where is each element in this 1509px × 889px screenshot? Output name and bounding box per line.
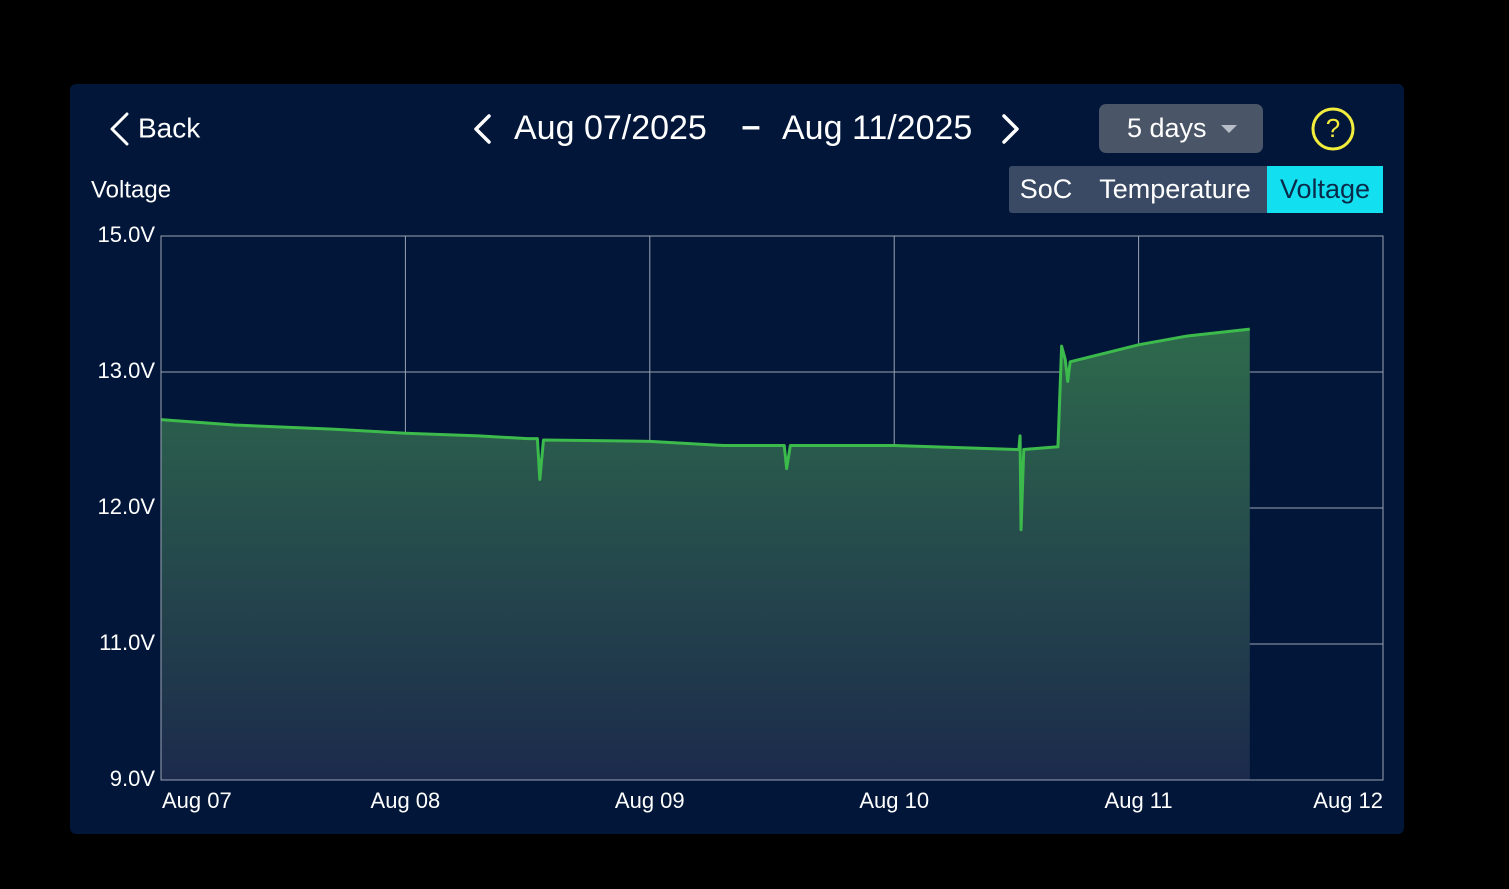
prev-button[interactable] (474, 114, 491, 144)
x-tick-label: Aug 10 (859, 788, 929, 813)
x-tick-label: Aug 09 (615, 788, 685, 813)
date-separator: – (742, 107, 761, 145)
dropdown-arrow (1221, 125, 1237, 133)
plot: 9.0V 11.0V 12.0V 13.0V 15.0V Aug 07 Aug 08 Aug … (98, 222, 1384, 813)
x-tick-label: Aug 08 (371, 788, 441, 813)
voltage-line (160, 327, 1250, 532)
voltage-area (161, 329, 1250, 780)
back-label: Back (138, 112, 201, 143)
plot-border (160, 235, 1384, 781)
x-tick-label: Aug 07 (162, 788, 232, 813)
start-date: Aug 07/2025 (514, 109, 707, 147)
tab[interactable]: Temperature (1099, 174, 1251, 204)
y-tick-label: 11.0V (99, 630, 155, 655)
help-label: ? (1326, 113, 1340, 143)
range-button (1099, 104, 1263, 153)
y-tick-label: 9.0V (110, 766, 156, 791)
chart-title: Voltage (91, 176, 171, 203)
x-tick-label: Aug 12 (1313, 788, 1383, 813)
y-tick-label: 13.0V (98, 358, 156, 383)
back-button[interactable]: Back (110, 112, 201, 146)
next-button[interactable] (1002, 114, 1019, 144)
end-date: Aug 11/2025 (782, 109, 972, 147)
y-tick-label: 15.0V (98, 222, 156, 247)
tab[interactable]: SoC (1020, 174, 1073, 204)
x-tick-label: Aug 11 (1105, 788, 1173, 813)
help-circle (1311, 107, 1355, 151)
back-icon (110, 112, 129, 146)
y-tick-label: 12.0V (98, 494, 156, 519)
active-tab (1267, 166, 1383, 213)
range-label: 5 days (1127, 113, 1207, 143)
help-button[interactable]: ? (1311, 107, 1355, 151)
tab[interactable]: Voltage (1280, 174, 1370, 204)
range-dropdown[interactable]: 5 days (1099, 104, 1263, 153)
